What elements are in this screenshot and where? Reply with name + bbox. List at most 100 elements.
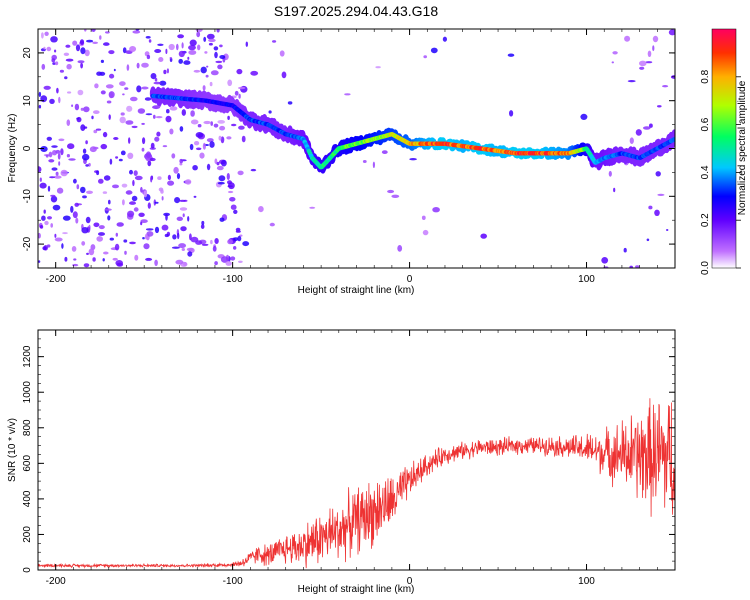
spectrogram-speckle	[623, 247, 627, 253]
spectrogram-speckle	[150, 142, 155, 149]
spectrogram-speckle	[157, 43, 164, 46]
spectrogram-speckle	[115, 232, 119, 237]
spectrogram-speckle	[162, 145, 168, 148]
spectrogram-speckle	[109, 73, 115, 79]
spectrogram-speckle	[125, 190, 133, 195]
y-tick-label: 800	[22, 419, 33, 436]
spectrogram-speckle	[71, 104, 74, 107]
spectrogram-speckle	[124, 87, 129, 90]
spectrogram-speckle	[86, 190, 93, 194]
spectrogram-speckle	[140, 186, 143, 193]
spectrogram-speckle	[68, 158, 76, 161]
spectrogram-speckle	[159, 80, 167, 86]
spectrogram-speckle	[122, 199, 125, 206]
spectrogram-speckle	[387, 189, 395, 194]
spectrogram-speckle	[80, 47, 86, 55]
spectrogram-speckle	[188, 45, 196, 51]
spectrogram-speckle	[188, 50, 197, 55]
spectrogram-speckle	[214, 158, 218, 164]
spectrogram-speckle	[39, 177, 42, 182]
spectrogram-speckle	[165, 213, 168, 221]
spectrogram-speckle	[129, 241, 136, 245]
spectrogram-speckle	[178, 50, 185, 58]
spectrogram-speckle	[165, 115, 172, 123]
spectrogram-speckle	[154, 226, 160, 234]
spectrogram-speckle	[279, 50, 285, 57]
y-tick-label: -10	[22, 189, 33, 204]
spectrogram-speckle	[76, 116, 82, 123]
spectrogram-speckle	[269, 222, 275, 227]
spectrogram-speckle	[102, 258, 105, 262]
spectrogram-speckle	[153, 114, 156, 119]
spectrogram-speckle	[88, 248, 95, 256]
spectrogram-speckle	[64, 256, 68, 262]
spectrogram-speckle	[137, 108, 146, 114]
spectrogram-speckle	[238, 86, 246, 90]
spectrogram-speckle	[601, 257, 609, 264]
spectrogram-speckle	[245, 41, 248, 47]
spectrogram-speckle	[51, 167, 58, 171]
spectrogram-speckle	[149, 147, 156, 150]
spectrogram-speckle	[100, 90, 106, 95]
spectrogram-speckle	[193, 195, 197, 198]
spectrogram-speckle	[108, 91, 115, 99]
spectrogram-speckle	[169, 106, 178, 111]
spectrogram-speckle	[238, 260, 243, 263]
spectrogram-speckle	[176, 216, 183, 221]
spectrogram-speckle	[221, 159, 227, 167]
spectrogram-speckle	[98, 178, 104, 184]
spectrogram-speckle	[178, 243, 187, 249]
spectrogram-speckle	[131, 125, 138, 129]
spectrogram-speckle	[134, 175, 143, 181]
spectrogram-speckle	[48, 159, 55, 163]
spectrogram-speckle	[206, 65, 209, 68]
spectrogram-speckle	[102, 131, 108, 138]
spectrogram-speckle	[46, 46, 52, 52]
spectrogram-speckle	[657, 193, 665, 196]
spectrogram-speckle	[652, 35, 659, 43]
spectrogram-speckle	[442, 36, 447, 42]
spectrogram-speckle	[41, 32, 44, 39]
spectrogram-speckle	[100, 143, 108, 150]
spectrogram-speckle	[141, 62, 149, 68]
spectrogram-speckle	[50, 194, 56, 197]
spectrogram-speckle	[84, 29, 87, 32]
spectrogram-speckle	[236, 68, 243, 75]
spectrogram-speckle	[47, 185, 51, 192]
spectrogram-speckle	[119, 81, 126, 86]
y-tick-label: 1200	[22, 345, 33, 368]
spectrogram-speckle	[43, 85, 51, 90]
spectrogram-speckle	[141, 86, 149, 90]
spectrogram-speckle	[233, 237, 239, 242]
spectrogram-speckle	[66, 154, 70, 158]
spectrogram-speckle	[67, 143, 75, 150]
x-tick-label: 0	[407, 576, 413, 587]
spectrogram-speckle	[122, 93, 125, 96]
snr-x-axis-label: Height of straight line (km)	[298, 584, 415, 595]
spectrogram-speckle	[136, 62, 140, 69]
spectrogram-speckle	[72, 263, 79, 267]
spectrogram-speckle	[149, 157, 156, 162]
spectrogram-speckle	[127, 152, 134, 159]
spectrogram-speckle	[91, 29, 96, 32]
chart-title: S197.2025.294.04.43.G18	[274, 3, 438, 19]
spectrogram-speckle	[38, 166, 42, 173]
spectrogram-speckle	[210, 239, 213, 245]
spectrogram-speckle	[94, 83, 99, 89]
spectrogram-speckle	[59, 69, 64, 73]
spectrogram-speckle	[83, 106, 90, 113]
spectrogram-speckle	[51, 58, 56, 63]
spectrogram-speckle	[196, 147, 202, 151]
y-tick-label: 0	[22, 145, 33, 151]
spectrogram-speckle	[145, 36, 151, 39]
spectrogram-speckle	[220, 256, 229, 263]
spectrogram-speckle	[422, 229, 429, 236]
spectrogram-speckle	[45, 154, 49, 158]
y-tick-label: 200	[22, 526, 33, 543]
spectrogram-speckle	[43, 46, 46, 50]
spectrogram-speckle	[639, 66, 645, 70]
spectrogram-speckle	[171, 153, 176, 159]
spectrogram-speckle	[145, 257, 153, 261]
spectrogram-speckle	[154, 259, 158, 266]
